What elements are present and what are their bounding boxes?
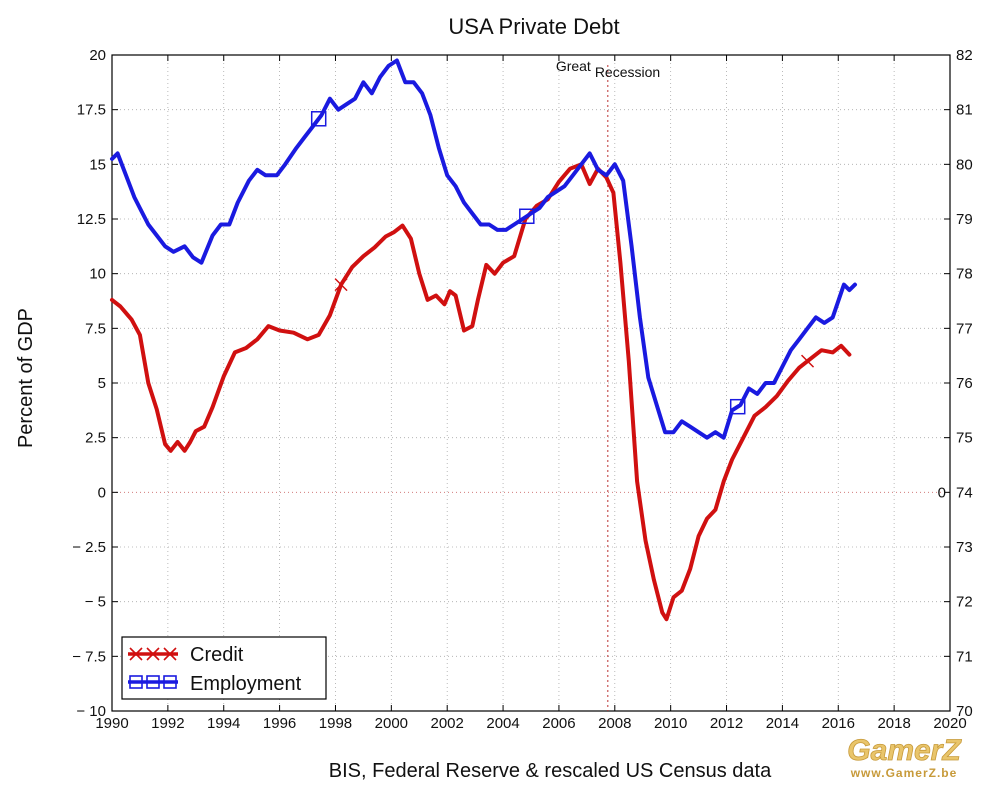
legend-sample-employment	[128, 675, 178, 689]
y2-tick-label: 82	[956, 47, 973, 64]
y-tick-label: 5	[98, 375, 106, 392]
y2-tick-label: 79	[956, 211, 973, 228]
watermark-logo-text: GamerZ	[847, 734, 962, 767]
y-axis-right-ticks: 70 71 72 73 74 75 76 77 78 79 80 81 82 0	[938, 47, 973, 720]
y2-tick-label: 76	[956, 375, 973, 392]
x-tick-label: 2010	[654, 715, 687, 732]
x-tick-label: 2012	[710, 715, 743, 732]
marker-credit	[334, 278, 348, 292]
y-tick-label: − 10	[76, 703, 106, 720]
x-tick-label: 2000	[375, 715, 408, 732]
series-layer	[110, 58, 857, 622]
y2-tick-label: 74	[956, 484, 973, 501]
x-tick-label: 2004	[486, 715, 519, 732]
series-line-credit	[110, 162, 852, 622]
y2-tick-label: 78	[956, 266, 973, 283]
x-tick-label: 2006	[542, 715, 575, 732]
x-tick-label: 1992	[151, 715, 184, 732]
x-tick-label: 2020	[933, 715, 966, 732]
y-axis-left-ticks: − 10 − 7.5 − 5 − 2.5 0 2.5 5 7.5 10 12.5 15 17.5 20	[72, 47, 118, 720]
marker-employment	[729, 398, 746, 415]
y-tick-label: 2.5	[85, 430, 106, 447]
x-tick-label: 2018	[877, 715, 910, 732]
annotation-recession: Recession	[595, 64, 660, 80]
watermark-logo: GamerZ www.GamerZ.be	[847, 734, 963, 780]
y2-tick-label: 72	[956, 594, 973, 611]
y-tick-label: 7.5	[85, 320, 106, 337]
annotation-great-recession: Great Recession	[556, 58, 660, 711]
x-tick-label: 2014	[766, 715, 799, 732]
y2-tick-label: 73	[956, 539, 973, 556]
y-tick-label: 0	[98, 484, 106, 501]
x-tick-label: 1990	[95, 715, 128, 732]
legend-label-employment: Employment	[190, 673, 302, 695]
grid-lines	[112, 55, 950, 711]
y2-tick-label: 75	[956, 430, 973, 447]
y2-tick-label: 81	[956, 102, 973, 119]
series-markers	[310, 111, 815, 415]
x-tick-label: 2002	[431, 715, 464, 732]
legend-sample-credit	[128, 647, 178, 661]
y-tick-label: 17.5	[77, 102, 106, 119]
x-tick-label: 1994	[207, 715, 240, 732]
chart-caption: BIS, Federal Reserve & rescaled US Censu…	[329, 760, 772, 782]
marker-credit	[801, 354, 815, 368]
series-line-employment	[110, 58, 857, 440]
x-axis-ticks: 1990 1992 1994 1996 1998 2000 2002 2004 2006 2008…	[95, 55, 967, 732]
y-tick-label: 12.5	[77, 211, 106, 228]
legend-label-credit: Credit	[190, 644, 244, 666]
y-zero-label-right: 0	[938, 484, 946, 501]
legend: Credit Employment	[121, 636, 327, 700]
y-tick-label: 10	[89, 266, 106, 283]
annotation-great: Great	[556, 58, 591, 74]
watermark-url: www.GamerZ.be	[850, 766, 958, 780]
y2-tick-label: 71	[956, 648, 973, 665]
x-tick-label: 1998	[319, 715, 352, 732]
x-tick-label: 2016	[822, 715, 855, 732]
y-tick-label: − 7.5	[72, 648, 106, 665]
y-tick-label: − 5	[85, 594, 106, 611]
y2-tick-label: 77	[956, 320, 973, 337]
marker-employment	[310, 111, 327, 127]
y2-tick-label: 70	[956, 703, 973, 720]
x-tick-label: 1996	[263, 715, 296, 732]
y2-tick-label: 80	[956, 156, 973, 173]
y-tick-label: 20	[89, 47, 106, 64]
chart-title: USA Private Debt	[448, 14, 619, 39]
plot-area	[111, 54, 951, 712]
x-tick-label: 2008	[598, 715, 631, 732]
y-tick-label: − 2.5	[72, 539, 106, 556]
y-tick-label: 15	[89, 156, 106, 173]
marker-employment	[519, 208, 535, 225]
y-axis-label: Percent of GDP	[15, 308, 37, 448]
